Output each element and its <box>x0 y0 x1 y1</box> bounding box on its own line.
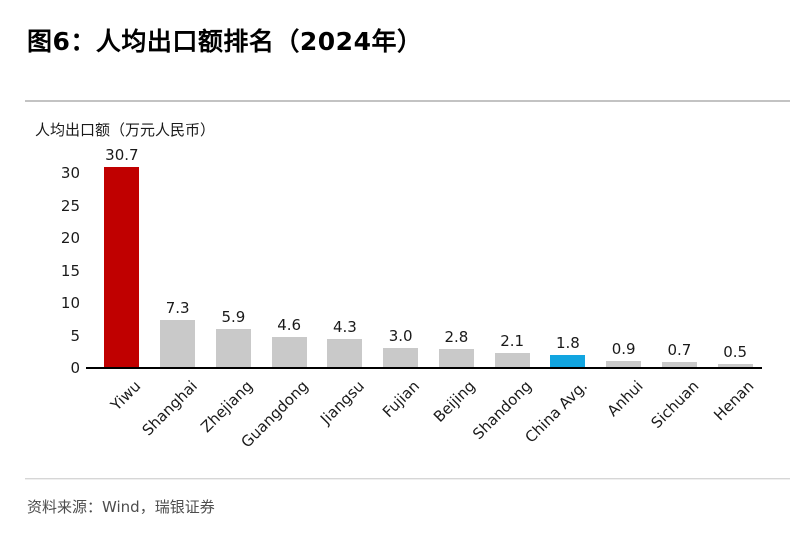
x-category-label: Sichuan <box>647 377 703 432</box>
bar-value-label: 0.5 <box>723 342 748 361</box>
bar-slot-sichuan: 0.7 <box>652 140 708 367</box>
bar <box>271 337 307 367</box>
bar <box>717 363 753 367</box>
bar-slot-shandong: 2.1 <box>484 140 540 367</box>
x-axis-line <box>86 367 762 369</box>
bar <box>438 348 474 367</box>
bar-value-label: 7.3 <box>165 298 190 317</box>
y-tick-label: 0 <box>70 359 80 377</box>
x-category-label: Jiangsu <box>316 377 368 429</box>
title-divider-line <box>25 100 790 102</box>
y-axis-tick-labels: 0 5 10 15 20 25 30 <box>30 0 80 400</box>
bar-value-label: 0.9 <box>611 340 636 359</box>
bar <box>160 319 196 367</box>
bar-value-label: 30.7 <box>105 146 139 165</box>
bar-slot-shanghai: 7.3 <box>150 140 206 367</box>
bar <box>104 167 140 367</box>
bar <box>661 362 697 367</box>
bar-slot-china-avg-: 1.8 <box>540 140 596 367</box>
bar <box>215 328 251 367</box>
bars-area: 30.7 7.3 5.9 4.6 4.3 3.0 2.8 2.1 1.8 0.9 0.7 0.5 <box>94 140 763 367</box>
x-category-label: Henan <box>710 377 758 425</box>
y-tick-label: 10 <box>60 294 80 312</box>
bar <box>606 361 642 367</box>
bar-slot-zhejiang: 5.9 <box>206 140 262 367</box>
bar-slot-yiwu: 30.7 <box>94 140 150 367</box>
bar <box>494 353 530 367</box>
source-divider-line <box>25 478 790 480</box>
bar-slot-jiangsu: 4.3 <box>317 140 373 367</box>
bar-value-label: 3.0 <box>388 326 413 345</box>
y-tick-label: 20 <box>60 229 80 247</box>
y-axis-title: 人均出口额（万元人民币） <box>35 121 216 139</box>
bar <box>550 355 586 367</box>
y-tick-label: 15 <box>60 261 80 280</box>
x-category-label: Fujian <box>379 377 424 422</box>
y-tick-label: 30 <box>60 164 80 182</box>
bar-value-label: 4.6 <box>277 316 302 335</box>
bar-value-label: 4.3 <box>332 318 357 337</box>
bar-slot-henan: 0.5 <box>707 140 763 367</box>
x-category-label: Yiwu <box>107 377 145 415</box>
bar-value-label: 2.1 <box>500 332 525 351</box>
bar-slot-beijing: 2.8 <box>429 140 485 367</box>
bar-value-label: 2.8 <box>444 327 469 346</box>
bar-slot-anhui: 0.9 <box>596 140 652 367</box>
x-axis-category-labels: Yiwu Shanghai Zhejiang Guangdong Jiangsu Fuji… <box>94 377 763 477</box>
x-category-label: Beijing <box>430 377 480 426</box>
bar-value-label: 0.7 <box>667 341 692 360</box>
bar <box>383 347 419 367</box>
figure-title: 图6：人均出口额排名（2024年） <box>27 27 423 56</box>
y-tick-label: 25 <box>60 196 80 215</box>
bar <box>327 339 363 367</box>
bar-slot-guangdong: 4.6 <box>261 140 317 367</box>
y-tick-label: 5 <box>70 326 80 345</box>
x-category-label: Shanghai <box>138 377 201 440</box>
bar-value-label: 5.9 <box>221 307 246 326</box>
source-note: 资料来源：Wind，瑞银证券 <box>27 498 215 516</box>
x-category-label: Anhui <box>603 377 647 421</box>
bar-value-label: 1.8 <box>555 334 580 353</box>
bar-slot-fujian: 3.0 <box>373 140 429 367</box>
